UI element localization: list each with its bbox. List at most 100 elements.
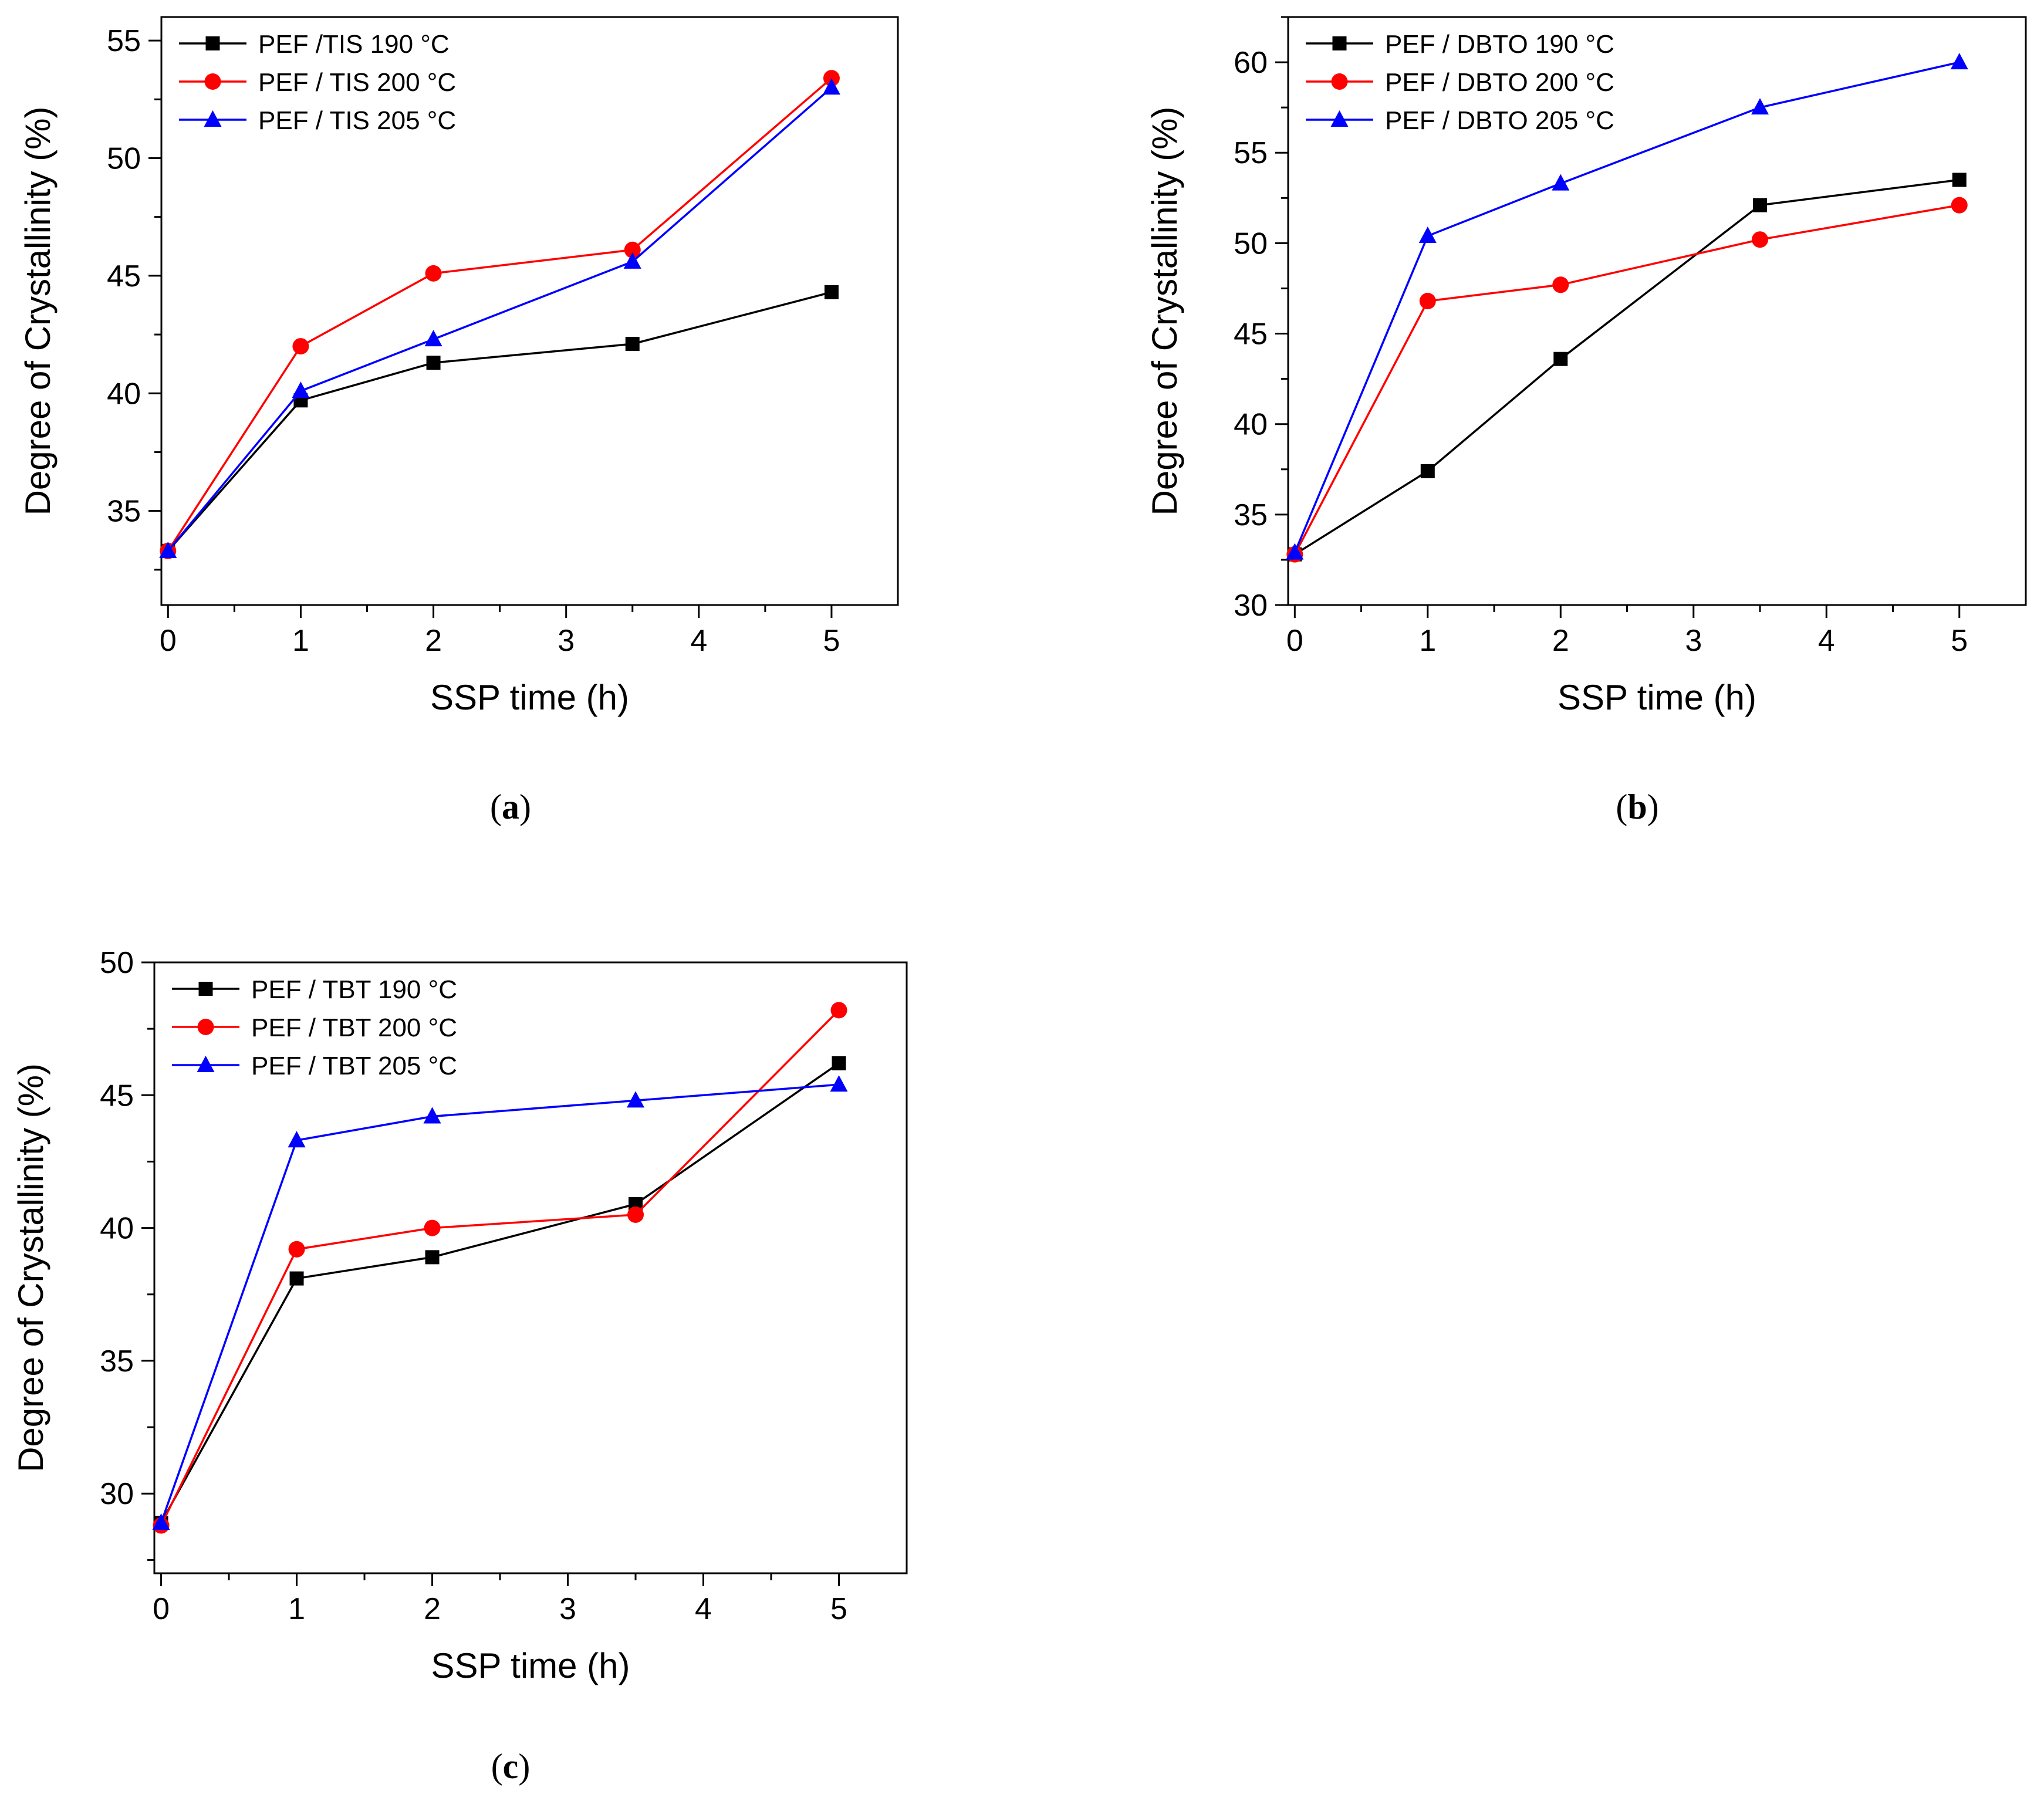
series-line [167, 77, 833, 552]
data-point [1951, 197, 1968, 214]
legend-marker [197, 1019, 214, 1035]
y-tick-label: 50 [1234, 227, 1268, 261]
legend-label: PEF / DBTO 190 °C [1385, 30, 1614, 59]
x-axis-title: SSP time (h) [430, 678, 629, 717]
data-point [627, 1206, 644, 1223]
x-tick-label: 0 [1286, 624, 1303, 658]
data-point [1286, 543, 1304, 560]
y-tick-label: 55 [1234, 136, 1268, 170]
series-1 [161, 285, 839, 558]
series-line [167, 291, 832, 552]
x-tick-label: 5 [823, 624, 840, 658]
x-axis-title: SSP time (h) [1558, 678, 1756, 717]
series-line [1294, 178, 1959, 556]
series-3 [159, 78, 840, 558]
data-point [288, 1131, 306, 1148]
caption-letter: b [1627, 788, 1647, 826]
data-point [1753, 198, 1768, 212]
x-tick-label: 5 [1951, 624, 1968, 658]
data-point [625, 337, 640, 352]
data-point [424, 1219, 441, 1236]
legend-label: PEF / DBTO 200 °C [1385, 68, 1614, 97]
data-point [152, 1513, 170, 1530]
caption-paren-close: ) [519, 788, 531, 826]
caption-paren-open: ( [1616, 788, 1627, 826]
y-tick-label: 45 [1234, 317, 1268, 352]
plot-frame [153, 961, 908, 1574]
y-tick-label: 50 [100, 946, 134, 980]
y-tick-label: 35 [100, 1344, 134, 1378]
legend-marker [1330, 110, 1349, 127]
x-tick-label: 0 [160, 624, 177, 658]
y-axis-title: Degree of Crystallinity (%) [11, 1063, 50, 1472]
data-point [623, 252, 641, 269]
series-3 [1286, 53, 1968, 560]
caption-paren-close: ) [518, 1747, 530, 1786]
legend-label: PEF / TBT 200 °C [251, 1013, 457, 1042]
series-3 [152, 1075, 848, 1530]
data-point [824, 285, 839, 299]
data-point [1552, 174, 1570, 191]
caption-letter: a [502, 788, 519, 826]
data-point [1419, 293, 1436, 310]
x-tick-label: 2 [1552, 624, 1569, 658]
data-point [832, 1056, 846, 1070]
y-tick-label: 40 [1234, 408, 1268, 442]
legend-label: PEF / TIS 200 °C [258, 68, 456, 97]
data-point [830, 1002, 847, 1019]
panel-caption: (a) [490, 788, 531, 826]
caption-letter: c [503, 1747, 519, 1786]
x-axis-title: SSP time (h) [431, 1646, 630, 1685]
data-point [822, 78, 840, 95]
data-point [1420, 464, 1435, 478]
x-tick-label: 1 [1419, 624, 1436, 658]
x-tick-label: 2 [425, 624, 442, 658]
data-point [624, 241, 641, 258]
data-point [424, 330, 442, 347]
x-tick-label: 5 [830, 1592, 847, 1626]
y-tick-label: 30 [1234, 589, 1268, 623]
x-tick-label: 2 [424, 1592, 441, 1626]
y-tick-label: 60 [1234, 46, 1268, 80]
data-point [830, 1075, 848, 1092]
x-tick-label: 3 [1685, 624, 1702, 658]
y-tick-label: 40 [100, 1212, 134, 1246]
data-point [627, 1091, 645, 1108]
data-point [292, 381, 310, 398]
legend: PEF / TBT 190 °C PEF / TBT 200 °C PEF / TB… [172, 975, 457, 1080]
y-axis-title: Degree of Crystallinity (%) [1145, 107, 1184, 516]
y-tick-label: 30 [100, 1477, 134, 1511]
data-point [425, 1250, 440, 1265]
panel-caption: (c) [491, 1747, 531, 1786]
data-point [425, 265, 442, 282]
y-tick-label: 55 [107, 24, 141, 58]
legend-marker [205, 36, 220, 50]
plot-frame [160, 16, 899, 606]
legend-marker [1331, 73, 1348, 90]
series-2 [153, 1002, 847, 1534]
data-point [159, 541, 177, 558]
y-tick-label: 45 [107, 259, 141, 293]
panel-caption: (b) [1616, 788, 1658, 826]
legend: PEF / DBTO 190 °C PEF / DBTO 200 °C PEF / … [1306, 30, 1614, 135]
legend-label: PEF / TBT 205 °C [251, 1052, 457, 1080]
legend-label: PEF / TIS 205 °C [258, 106, 456, 135]
data-point [1751, 98, 1769, 115]
caption-paren-open: ( [491, 1747, 503, 1786]
legend-marker [197, 1056, 215, 1072]
data-point [426, 356, 441, 370]
x-tick-label: 1 [288, 1592, 305, 1626]
y-tick-label: 45 [100, 1079, 134, 1113]
series-line [160, 1009, 840, 1526]
x-tick-label: 3 [559, 1592, 576, 1626]
legend-label: PEF / TBT 190 °C [251, 975, 457, 1004]
legend-label: PEF /TIS 190 °C [258, 30, 450, 59]
x-tick-label: 0 [153, 1592, 170, 1626]
data-point [1418, 227, 1437, 244]
legend: PEF /TIS 190 °C PEF / TIS 200 °C PEF / TIS… [179, 30, 456, 135]
x-tick-label: 4 [1818, 624, 1835, 658]
